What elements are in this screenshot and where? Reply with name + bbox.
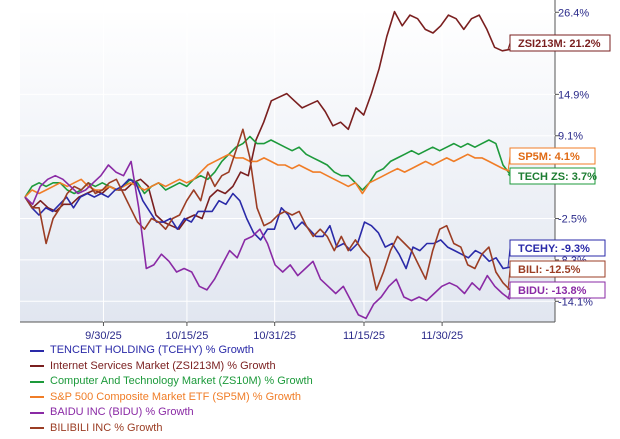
value-tag-label: BILI: -12.5% [518, 264, 581, 276]
series-line-3 [24, 153, 511, 198]
legend-label: TENCENT HOLDING (TCEHY) % Growth [50, 344, 254, 356]
legend-entry: TENCENT HOLDING (TCEHY) % Growth [30, 343, 313, 359]
legend-swatch [30, 427, 44, 430]
series-line-0 [24, 178, 511, 270]
legend-label: Computer And Technology Market (ZS10M) %… [50, 375, 313, 387]
x-tick-label: 9/30/25 [85, 330, 122, 342]
series-line-2 [24, 135, 511, 198]
y-tick-label: 14.9% [558, 89, 589, 101]
legend-entry: BILIBILI INC % Growth [30, 421, 313, 437]
x-tick-label: 10/31/25 [253, 330, 296, 342]
legend-swatch [30, 365, 44, 368]
legend-entry: Computer And Technology Market (ZS10M) %… [30, 374, 313, 390]
value-tag-box [509, 281, 606, 299]
value-tag-box [509, 260, 606, 278]
x-tick-label: 11/30/25 [421, 330, 463, 342]
series-line-1 [24, 10, 511, 230]
legend-entry: BAIDU INC (BIDU) % Growth [30, 405, 313, 421]
series-line-4 [24, 160, 511, 320]
x-tick-label: 10/15/25 [166, 330, 209, 342]
legend-swatch [30, 411, 44, 414]
legend-label: BILIBILI INC % Growth [50, 421, 163, 434]
x-tick-label: 11/15/25 [343, 330, 385, 342]
value-tag-box [509, 34, 611, 52]
legend-swatch [30, 349, 44, 352]
legend: TENCENT HOLDING (TCEHY) % Growth Internet… [30, 343, 313, 436]
value-tag-box [509, 239, 606, 257]
legend-swatch [30, 380, 44, 383]
legend-label: Internet Services Market (ZSI213M) % Gro… [50, 359, 276, 372]
value-tag-box [509, 167, 596, 185]
value-tag-label: TECH ZS: 3.7% [518, 171, 597, 183]
y-tick-label: 9.1% [558, 131, 583, 143]
legend-label: BAIDU INC (BIDU) % Growth [50, 406, 194, 418]
line-chart: 26.4%14.9%9.1%-2.5%-8.3%-14.1%9/30/2510/… [20, 0, 611, 342]
value-tags: ZSI213M: 21.2% SP5M: 4.1% TECH ZS: 3.7% TCE… [507, 34, 611, 300]
series-line-5 [24, 128, 511, 291]
value-tag-label: ZSI213M: 21.2% [518, 38, 601, 50]
legend-entry: Internet Services Market (ZSI213M) % Gro… [30, 359, 313, 375]
legend-label: S&P 500 Composite Market ETF (SP5M) % Gr… [50, 390, 302, 403]
y-tick-label: -2.5% [558, 214, 587, 226]
series-layer [24, 10, 511, 320]
value-tag-label: SP5M: 4.1% [518, 151, 580, 163]
value-tag-label: TCEHY: -9.3% [518, 243, 590, 255]
plot-area [20, 8, 555, 322]
legend-swatch [30, 396, 44, 399]
y-tick-label: 26.4% [558, 7, 589, 19]
y-tick-label: -14.1% [558, 296, 593, 308]
value-tag-label: BIDU: -13.8% [518, 285, 587, 297]
value-tag-box [509, 147, 596, 165]
legend-entry: S&P 500 Composite Market ETF (SP5M) % Gr… [30, 390, 313, 406]
